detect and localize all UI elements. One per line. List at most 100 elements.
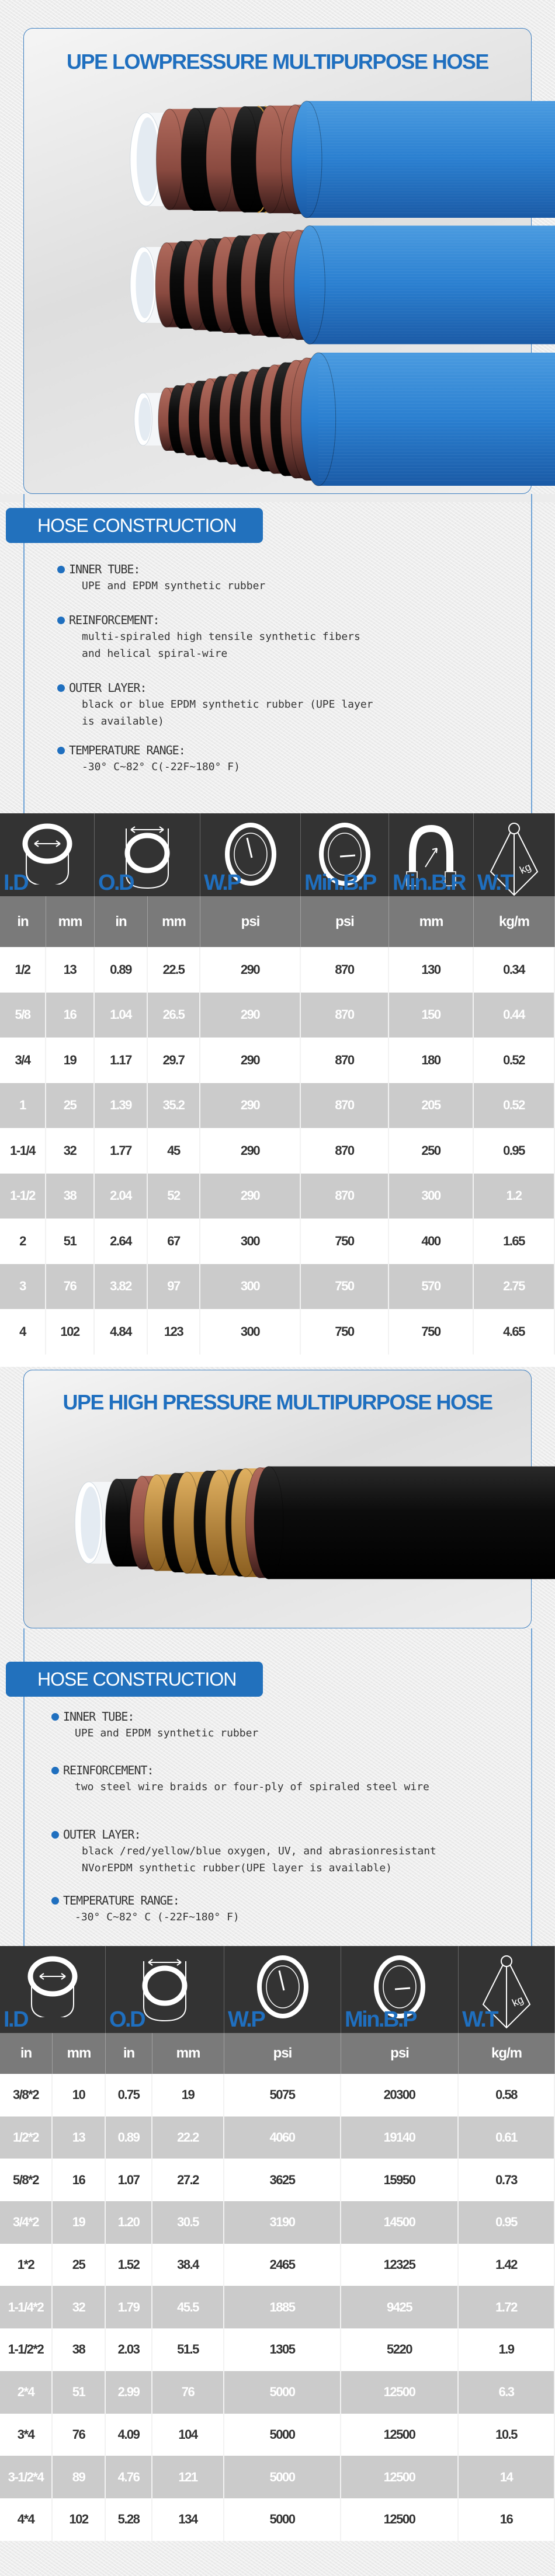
table-cell: 0.95 [459, 2201, 555, 2244]
cell-value: 32 [72, 2299, 86, 2314]
column-header-label: Min.B.P [304, 871, 377, 895]
burst-pressure-gauge-icon [374, 1955, 425, 2018]
table-cell: 1.07 [106, 2159, 152, 2202]
cell-value: 1885 [269, 2299, 296, 2314]
table-cell: 870 [301, 1128, 389, 1174]
table-cell: 1.39 [95, 1082, 148, 1128]
table-cell: 4060 [224, 2116, 341, 2159]
table-cell: 250 [389, 1128, 474, 1174]
table-cell: 1*2 [0, 2243, 53, 2286]
table-cell: 22.5 [148, 947, 200, 993]
cell-value: 5000 [269, 2384, 296, 2400]
table-cell: 3.82 [95, 1263, 148, 1309]
blue-outer-cover [300, 352, 555, 486]
unit-cell: mm [53, 2033, 106, 2074]
table-cell: 5000 [224, 2498, 341, 2541]
bullet-icon [57, 617, 65, 624]
cell-value: 1.17 [110, 1052, 132, 1067]
column-header-label: Min.B.R [393, 871, 466, 895]
table-cell: 1.17 [95, 1038, 148, 1083]
column-header: W.P [224, 1946, 341, 2033]
divider-line-right-2 [531, 1628, 532, 1946]
table-cell: 5000 [224, 2413, 341, 2456]
table-cell: 4.09 [106, 2413, 152, 2456]
cell-value: 15950 [383, 2172, 416, 2187]
table-cell: 1.65 [474, 1219, 555, 1264]
table-cell: 16 [53, 2159, 106, 2202]
outer-diameter-icon [124, 826, 170, 889]
table-cell: 1.9 [459, 2328, 555, 2371]
cell-value: 1 [19, 1098, 26, 1113]
cell-value: 20300 [383, 2087, 416, 2102]
cell-value: 1.07 [117, 2172, 140, 2187]
table-cell: 76 [53, 2413, 106, 2456]
table-cell: 38.4 [152, 2243, 224, 2286]
column-header-label: W.P [228, 2007, 266, 2032]
cell-value: 25 [63, 1098, 77, 1113]
table-cell: 400 [389, 1219, 474, 1264]
table-cell: 290 [200, 1038, 301, 1083]
unit-cell: psi [301, 896, 389, 947]
unit-label: kg/m [491, 2045, 522, 2061]
unit-label: psi [335, 913, 355, 930]
table-cell: 25 [53, 2243, 106, 2286]
table-cell: 1.04 [95, 992, 148, 1038]
divider-line-left-2 [23, 1628, 25, 1946]
table-cell: 0.44 [474, 992, 555, 1038]
table-cell: 29.7 [148, 1038, 200, 1083]
cell-value: 5075 [269, 2087, 296, 2102]
table-cell: 19 [53, 2201, 106, 2244]
table-cell: 0.89 [106, 2116, 152, 2159]
unit-cell: psi [200, 896, 301, 947]
table-cell: 38 [53, 2328, 106, 2371]
cell-value: 134 [178, 2512, 198, 2527]
cell-value: 3-1/2*4 [8, 2469, 44, 2484]
unit-cell: psi [224, 2033, 341, 2074]
unit-cell: in [0, 2033, 53, 2074]
table-cell: 104 [152, 2413, 224, 2456]
table-cell: 25 [46, 1082, 95, 1128]
black-outer-cover [254, 1466, 555, 1579]
bullet-icon [51, 1713, 59, 1721]
table-cell: 32 [46, 1128, 95, 1174]
column-header: I.D [0, 813, 95, 896]
cell-value: 870 [335, 1098, 355, 1113]
unit-label: kg/m [498, 913, 530, 930]
cell-value: 400 [421, 1233, 441, 1248]
cell-value: 35.2 [162, 1098, 185, 1113]
cell-value: 1-1/2*2 [8, 2342, 44, 2357]
table-cell: 750 [301, 1219, 389, 1264]
high-pressure-title-text: UPE HIGH PRESSURE MULTIPURPOSE HOSE [63, 1390, 493, 1414]
cell-value: 1.9 [498, 2342, 515, 2357]
cell-value: 1/2 [15, 962, 31, 977]
cell-value: 22.2 [177, 2130, 199, 2145]
cell-value: 45.5 [177, 2299, 199, 2314]
table-cell: 3-1/2*4 [0, 2456, 53, 2498]
cell-value: 89 [72, 2469, 86, 2484]
table-cell: 38 [46, 1173, 95, 1219]
inner-diameter-icon [22, 823, 72, 885]
unit-label: mm [67, 2045, 92, 2061]
table-cell: 2.03 [106, 2328, 152, 2371]
inner-diameter-icon [27, 1956, 78, 2017]
table-cell: 290 [200, 1128, 301, 1174]
cell-value: 3 [19, 1279, 26, 1294]
column-header: Min.B.P [301, 813, 389, 896]
construction-item: REINFORCEMENT: multi-spiraled high tensil… [57, 612, 360, 662]
table-cell: 10.5 [459, 2413, 555, 2456]
cell-value: 0.95 [503, 1143, 525, 1158]
table-cell: 750 [301, 1263, 389, 1309]
unit-label: in [115, 913, 127, 930]
divider-line-left [23, 494, 25, 813]
unit-label: psi [273, 2045, 293, 2061]
table-cell: 26.5 [148, 992, 200, 1038]
cell-value: 52 [167, 1188, 181, 1203]
table-cell: 16 [46, 992, 95, 1038]
unit-label: mm [176, 2045, 201, 2061]
construction-heading-badge: HOSE CONSTRUCTION [6, 508, 263, 543]
bullet-icon [51, 1831, 59, 1839]
unit-label: mm [162, 913, 186, 930]
table-cell: 750 [301, 1309, 389, 1355]
table-cell: 102 [46, 1309, 95, 1355]
cell-value: 12500 [383, 2469, 416, 2484]
